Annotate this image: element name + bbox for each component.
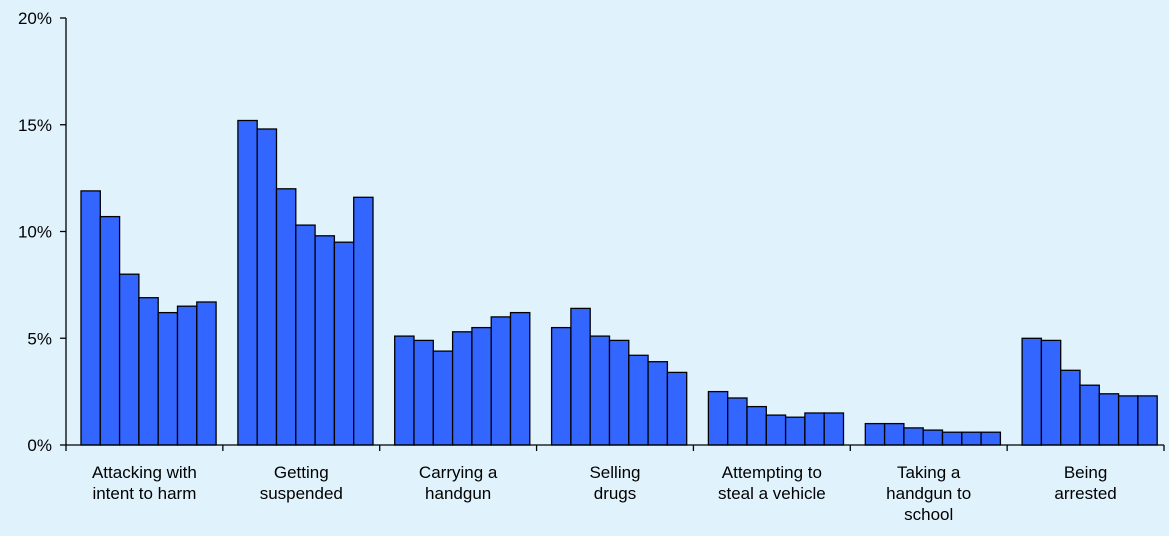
bar (176, 305, 198, 446)
bar (256, 128, 278, 446)
y-tick-label: 10% (18, 223, 52, 242)
bar (1021, 337, 1043, 446)
bar (1117, 395, 1139, 446)
bar (784, 416, 806, 446)
bar (1137, 395, 1158, 446)
y-tick-label: 15% (18, 116, 52, 135)
x-tick-label: Being arrested (1054, 463, 1116, 503)
bar (99, 215, 121, 446)
bar (333, 241, 355, 446)
bar (608, 339, 630, 446)
bar (666, 371, 688, 446)
bar (157, 311, 179, 446)
bar (471, 326, 492, 446)
x-tick-label: Getting suspended (260, 463, 343, 503)
bar (941, 431, 963, 446)
bar (432, 350, 454, 446)
bar (138, 297, 159, 446)
bar (864, 422, 886, 446)
bar (1098, 393, 1120, 446)
y-tick-label: 20% (18, 9, 52, 28)
bar (550, 326, 572, 446)
bar (628, 354, 649, 446)
bar (80, 190, 101, 446)
y-tick-label: 5% (27, 329, 52, 348)
bar (490, 316, 512, 446)
bar (118, 273, 140, 446)
bar (746, 405, 767, 446)
x-tick-label: Carrying a handgun (419, 463, 498, 503)
x-tick-label: Taking a handgun to school (886, 463, 971, 524)
bar (961, 431, 982, 446)
bar (823, 412, 845, 446)
x-tick-label: Attacking with intent to harm (92, 463, 197, 503)
x-tick-label: Selling drugs (589, 463, 640, 503)
bar (314, 235, 336, 446)
bar (451, 331, 473, 446)
bar (295, 224, 316, 446)
bar (275, 188, 297, 446)
bar (413, 339, 434, 446)
bar (727, 397, 748, 446)
bar (980, 431, 1002, 446)
bar (1079, 384, 1100, 446)
bar (1060, 369, 1081, 446)
bar (922, 429, 944, 446)
bar (589, 335, 611, 446)
y-tick-label: 0% (27, 436, 52, 455)
bar (353, 196, 374, 446)
bar (707, 390, 729, 446)
bar (903, 427, 924, 446)
bar (883, 422, 905, 446)
bar (804, 412, 825, 446)
bar (509, 311, 531, 446)
bar (570, 307, 591, 446)
bar (237, 119, 258, 446)
x-tick-label: Attempting to steal a vehicle (718, 463, 826, 503)
bar (765, 414, 787, 446)
bar (1040, 339, 1062, 446)
bar (647, 361, 669, 446)
bar (196, 301, 217, 446)
bar (394, 335, 415, 446)
